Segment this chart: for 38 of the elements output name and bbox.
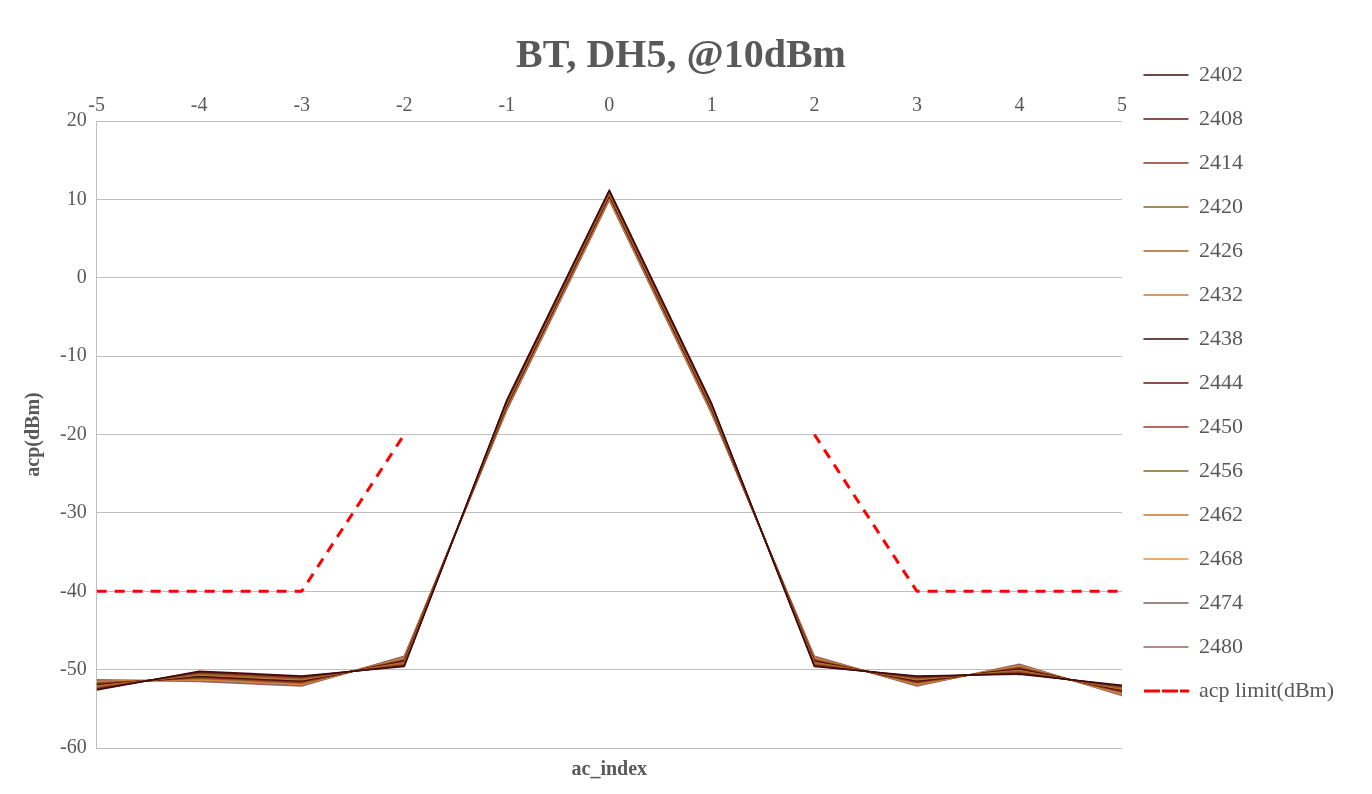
legend-label: 2462 [1198, 500, 1243, 526]
x-tick-label: 2 [809, 93, 820, 116]
legend-label: 2474 [1198, 588, 1243, 614]
x-tick-label: -2 [395, 93, 413, 116]
legend-label: 2480 [1198, 632, 1243, 658]
y-tick-label: -30 [59, 500, 87, 523]
legend-label: 2420 [1198, 192, 1243, 218]
y-tick-label: -10 [59, 343, 87, 366]
x-tick-label: 0 [604, 93, 615, 116]
legend-label: 2426 [1198, 236, 1243, 262]
y-tick-label: -20 [59, 421, 87, 444]
y-tick-label: -40 [59, 578, 87, 601]
chart-title: BT, DH5, @10dBm [516, 31, 846, 77]
y-tick-label: -60 [59, 735, 87, 758]
x-tick-label: -4 [190, 93, 208, 116]
x-tick-label: 4 [1014, 93, 1025, 116]
legend-label: 2402 [1198, 60, 1243, 86]
y-tick-label: -50 [59, 656, 87, 679]
legend-label: 2456 [1198, 456, 1243, 482]
y-tick-label: 0 [76, 265, 87, 287]
legend-label: 2450 [1198, 412, 1243, 438]
legend-label: acp limit(dBm) [1198, 676, 1334, 702]
x-tick-label: -5 [88, 93, 105, 116]
legend-label: 2408 [1198, 104, 1243, 130]
x-axis-title: ac_index [571, 757, 648, 780]
x-tick-label: 5 [1116, 93, 1127, 116]
y-tick-label: 20 [66, 108, 87, 131]
legend-label: 2444 [1198, 368, 1243, 394]
legend-label: 2432 [1198, 280, 1243, 306]
legend-label: 2438 [1198, 324, 1243, 350]
y-tick-label: 10 [66, 186, 87, 209]
legend-label: 2468 [1198, 544, 1243, 570]
x-tick-label: 1 [706, 93, 717, 116]
y-axis-title: acp(dBm) [21, 392, 45, 477]
x-tick-label: -1 [498, 93, 516, 116]
x-tick-label: -3 [293, 93, 311, 116]
legend-label: 2414 [1198, 148, 1243, 174]
x-tick-label: 3 [911, 93, 922, 116]
